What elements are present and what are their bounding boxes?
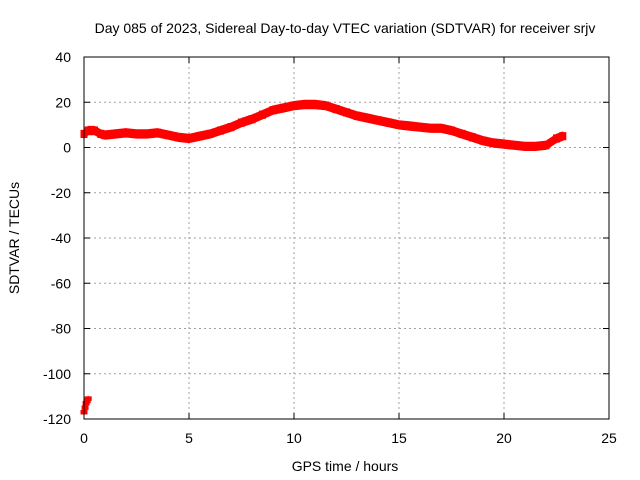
data-point xyxy=(458,129,466,138)
data-point xyxy=(84,396,92,401)
data-point xyxy=(301,100,308,109)
data-point xyxy=(542,141,550,150)
data-point xyxy=(437,124,445,133)
y-tick-label: -40 xyxy=(51,230,71,246)
data-point xyxy=(479,136,487,145)
y-tick-label: -80 xyxy=(51,321,71,337)
data-point xyxy=(427,124,434,133)
y-tick-label: -120 xyxy=(43,411,71,427)
data-point xyxy=(248,115,256,124)
data-point xyxy=(385,118,392,127)
data-point xyxy=(133,129,140,138)
ticks xyxy=(83,56,610,420)
data-point xyxy=(490,138,497,148)
data-point xyxy=(322,101,329,110)
y-tick-label: -20 xyxy=(51,185,71,201)
data-point xyxy=(559,132,567,141)
x-tick-label: 15 xyxy=(391,430,407,446)
series-layer xyxy=(80,99,567,416)
data-point xyxy=(185,134,193,143)
chart-title: Day 085 of 2023, Sidereal Day-to-day VTE… xyxy=(95,20,596,36)
data-point xyxy=(364,114,371,123)
data-point xyxy=(101,130,109,140)
data-point xyxy=(290,101,298,110)
x-tick-label: 20 xyxy=(496,430,512,446)
y-tick-label: -100 xyxy=(43,366,71,382)
data-point xyxy=(406,121,413,131)
tick-labels: 0 5 10 15 20 25 -120 -100 -80 -60 -40 -20 0 20 40 xyxy=(43,49,617,446)
data-point xyxy=(280,103,287,112)
data-point xyxy=(469,133,476,142)
data-point xyxy=(332,104,340,114)
data-point xyxy=(532,142,539,151)
grid xyxy=(84,57,609,419)
x-axis-label: GPS time / hours xyxy=(292,458,399,474)
data-point xyxy=(311,100,319,109)
data-point xyxy=(97,129,105,138)
x-tick-label: 5 xyxy=(185,430,193,446)
data-point xyxy=(83,398,91,404)
x-tick-label: 25 xyxy=(601,430,617,446)
data-point xyxy=(122,128,130,137)
data-point xyxy=(416,123,424,132)
data-point xyxy=(269,106,277,115)
data-point xyxy=(112,129,119,138)
data-point xyxy=(143,129,151,138)
data-point xyxy=(500,140,508,149)
y-tick-label: 0 xyxy=(63,140,71,156)
data-point xyxy=(81,405,89,410)
data-point xyxy=(448,126,455,135)
y-tick-label: -60 xyxy=(51,275,71,291)
x-tick-label: 10 xyxy=(286,430,302,446)
y-tick-label: 40 xyxy=(55,49,71,65)
data-point xyxy=(259,110,266,119)
data-point xyxy=(374,116,382,125)
y-tick-label: 20 xyxy=(55,94,71,110)
data-point xyxy=(353,111,361,120)
data-point xyxy=(196,132,203,141)
data-point xyxy=(343,108,350,117)
data-point xyxy=(395,120,403,129)
data-point xyxy=(238,118,245,127)
data-point xyxy=(84,126,92,135)
data-point xyxy=(206,129,214,138)
data-point xyxy=(154,128,161,137)
data-point xyxy=(521,142,529,151)
x-tick-label: 0 xyxy=(80,430,88,446)
data-point xyxy=(91,126,98,135)
data-point xyxy=(227,123,235,132)
y-axis-label: SDTVAR / TECUs xyxy=(6,182,22,294)
data-point xyxy=(175,133,182,142)
data-point xyxy=(553,134,560,143)
data-point xyxy=(217,126,224,135)
data-point xyxy=(511,141,518,150)
data-point xyxy=(164,130,172,140)
